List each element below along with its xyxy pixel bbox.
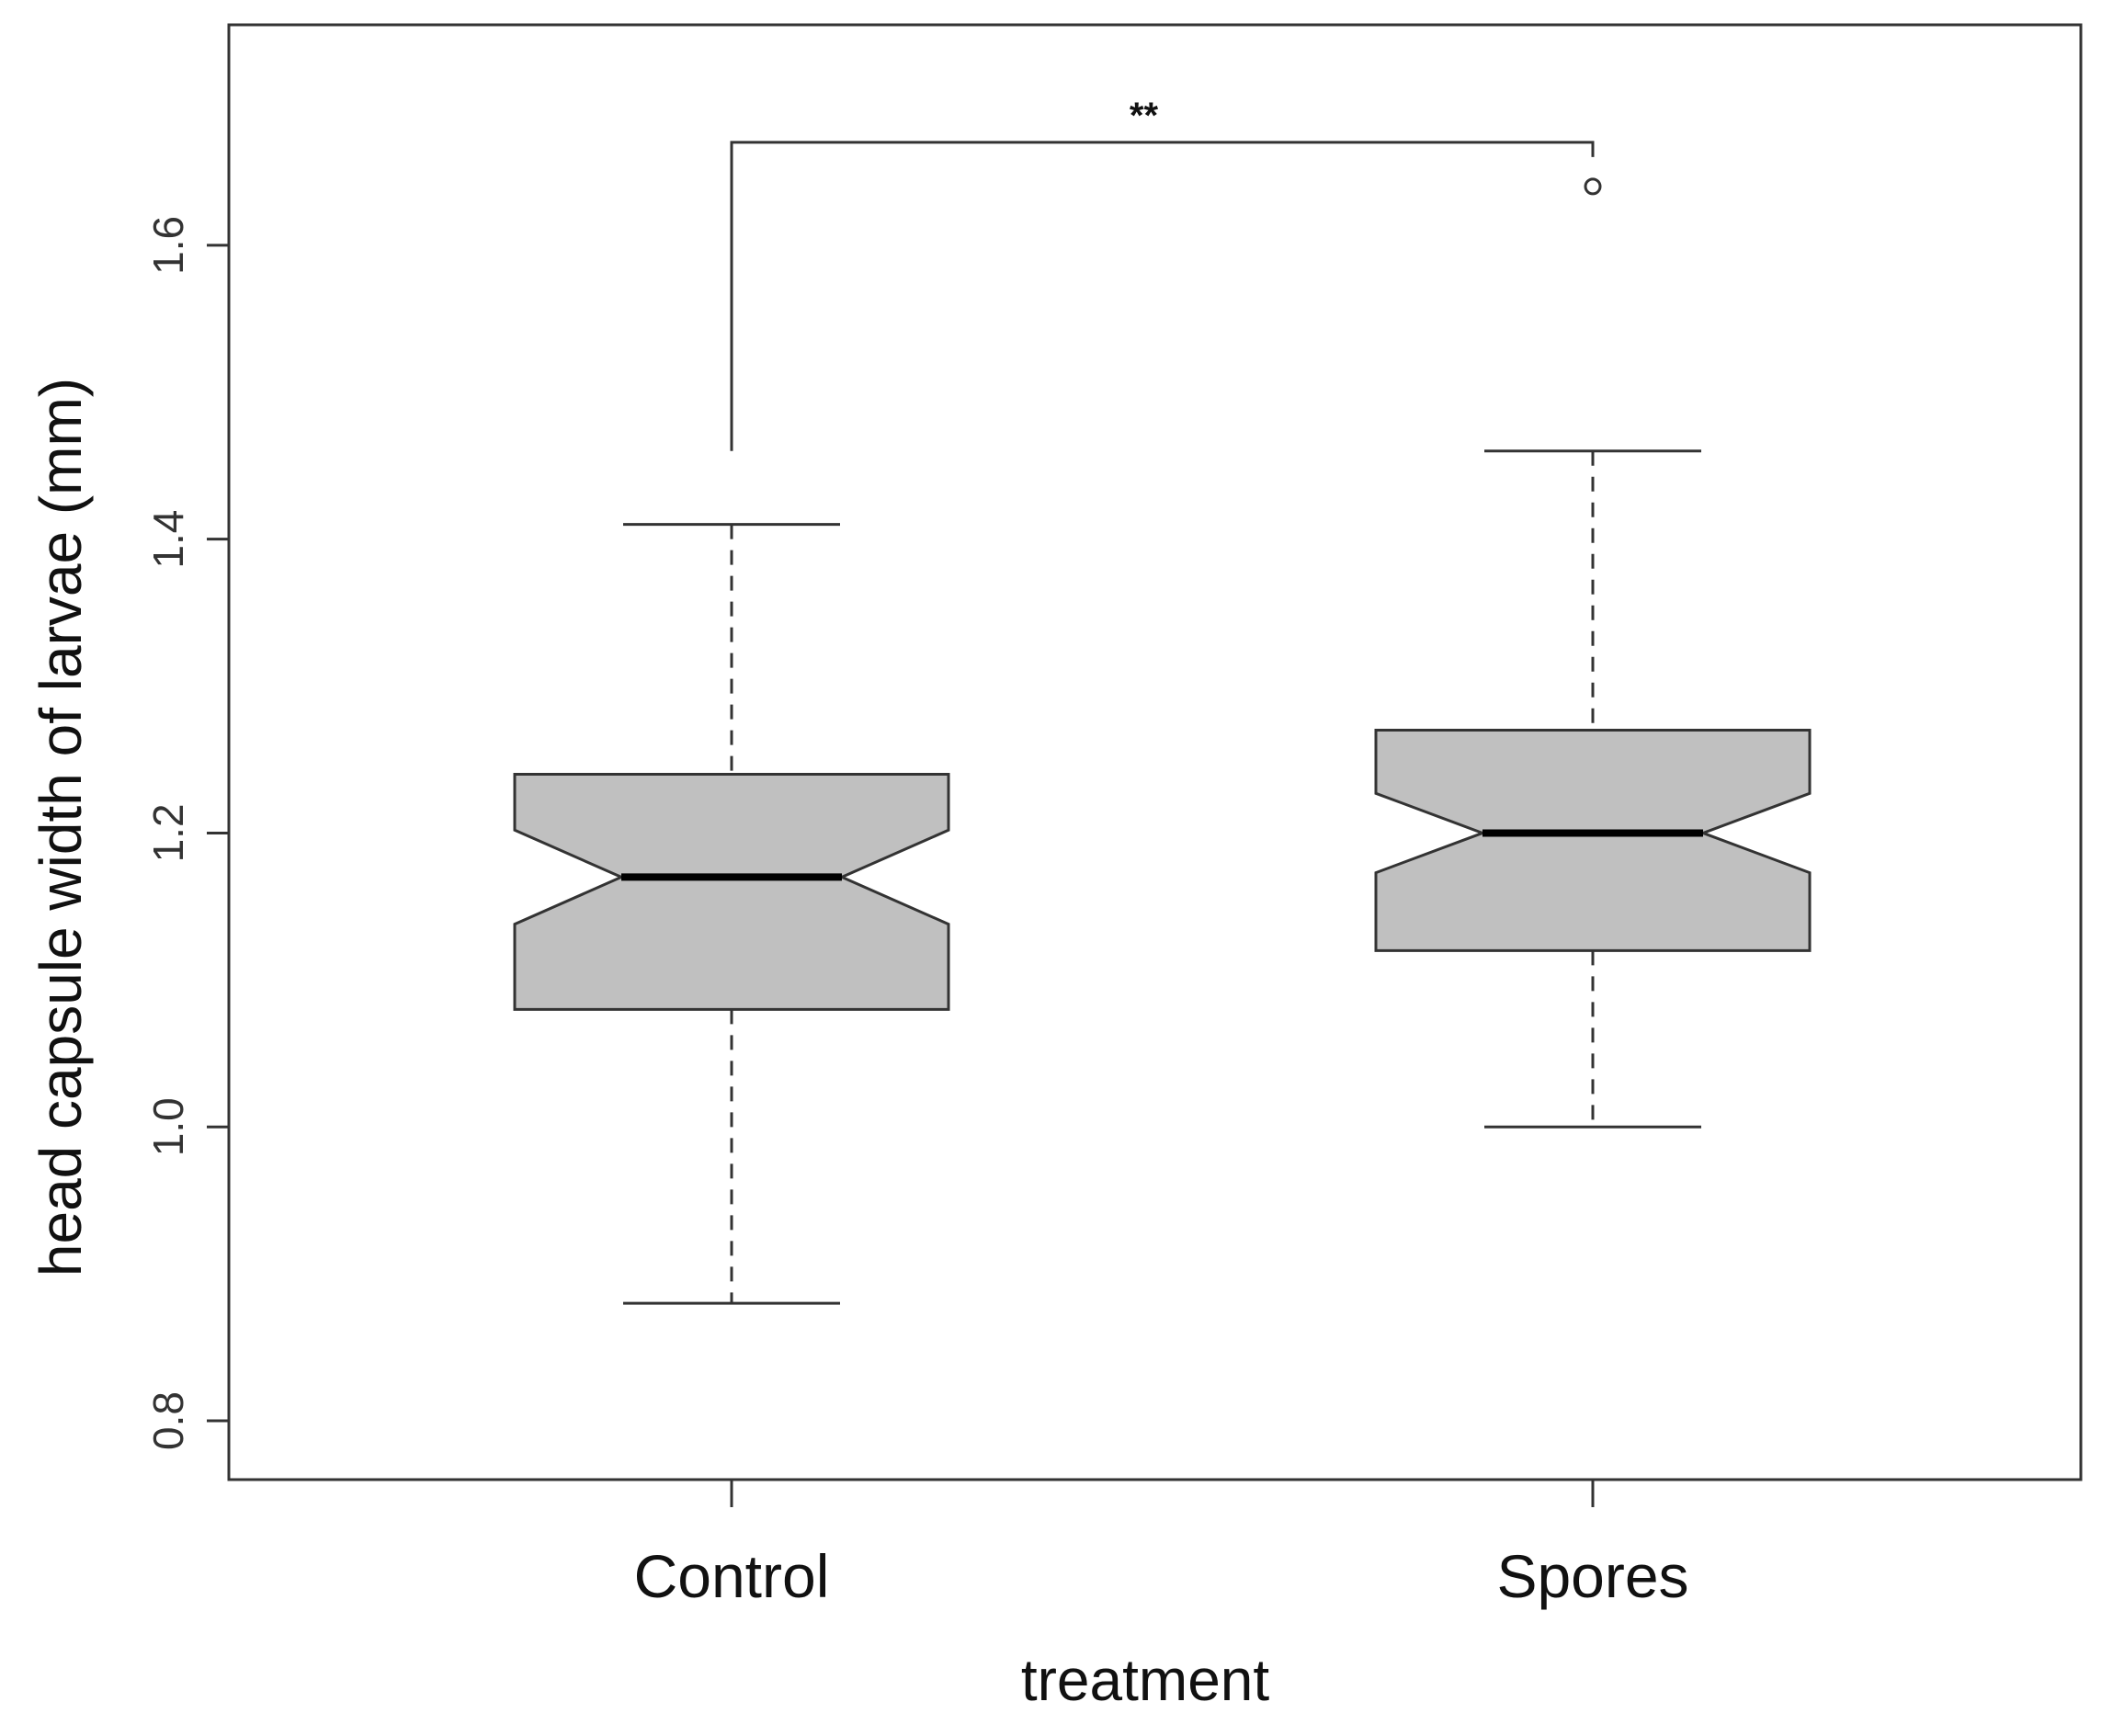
y-axis-title: head capsule width of larvae (mm) (28, 378, 94, 1276)
box-spores (1374, 177, 1812, 1129)
y-tick-label: 1.2 (144, 803, 192, 862)
box-control (513, 523, 950, 1305)
x-axis: Control Spores (634, 1480, 1689, 1610)
notched-box (1374, 729, 1812, 952)
y-tick-label: 1.6 (144, 216, 192, 275)
notched-box (513, 772, 950, 1011)
outlier-point (1584, 177, 1602, 196)
y-tick-label: 1.4 (144, 510, 192, 569)
significance-bracket (730, 141, 1595, 451)
boxes (513, 177, 1812, 1305)
y-axis: 0.8 1.0 1.2 1.4 1.6 (144, 216, 231, 1450)
y-tick-label: 1.0 (144, 1097, 192, 1156)
x-tick-label: Control (634, 1542, 830, 1610)
x-tick-label: Spores (1496, 1542, 1688, 1610)
x-axis-title: treatment (1021, 1647, 1270, 1713)
significance-label: ** (1130, 96, 1159, 136)
significance-annotation: ** (730, 96, 1595, 451)
y-tick-label: 0.8 (144, 1391, 192, 1450)
